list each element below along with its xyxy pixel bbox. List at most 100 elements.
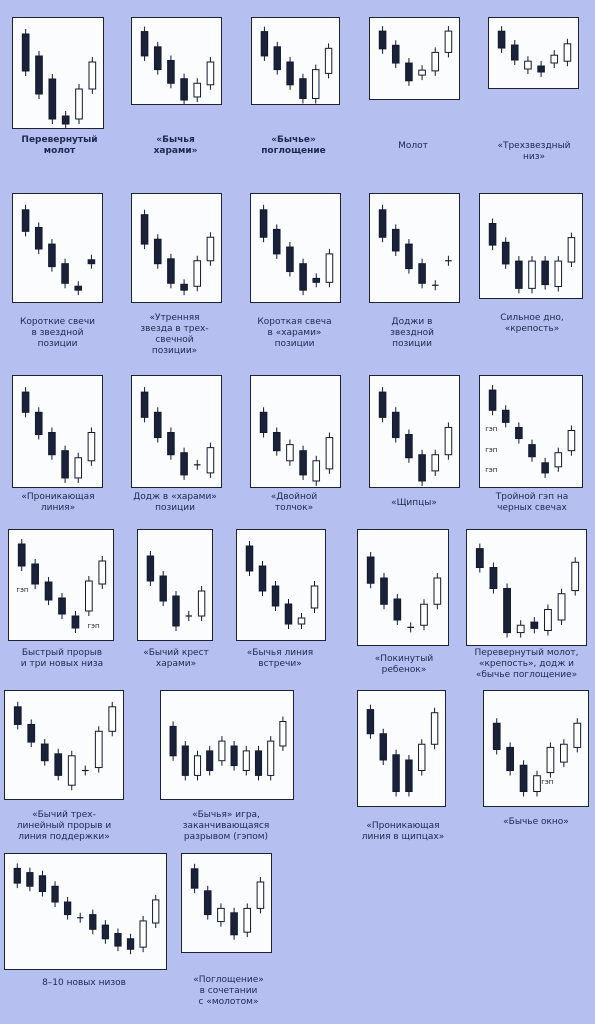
candle-4-bearish xyxy=(54,748,63,781)
candle-1-bearish xyxy=(260,26,269,61)
candle-2-bearish xyxy=(391,407,400,443)
pattern-label-hammer: Молот xyxy=(398,141,428,151)
candle-body xyxy=(488,223,497,246)
candle-5-bullish xyxy=(75,84,83,124)
candle-body xyxy=(515,426,523,440)
candle-3-bullish xyxy=(286,439,294,466)
candle-1-bearish xyxy=(146,551,155,586)
pattern-label-abandoned-baby: «Покинутый ребенок» xyxy=(374,654,434,675)
candle-body xyxy=(325,253,334,283)
candle-2-bearish xyxy=(203,885,212,920)
candle-6-bullish xyxy=(563,38,572,67)
candle-body xyxy=(153,46,162,71)
candle-5-bullish xyxy=(550,50,559,68)
candle-body xyxy=(391,411,400,439)
candle-body xyxy=(167,432,175,456)
candle-body xyxy=(193,755,202,776)
candle-body xyxy=(126,938,135,950)
candle-5-bullish xyxy=(312,64,320,104)
candle-body xyxy=(528,444,536,458)
candle-5-bullish xyxy=(193,78,202,102)
candle-body xyxy=(13,867,21,884)
candle-body xyxy=(87,432,96,462)
candle-6-bullish xyxy=(560,739,568,768)
pattern-label-morning-star-3: «Утренняя звезда в трех- свечной позиции… xyxy=(140,313,209,356)
candle-body xyxy=(21,33,30,72)
candle-body xyxy=(297,617,306,625)
candle-body xyxy=(94,730,103,769)
candle-body xyxy=(563,43,572,62)
pattern-label-engulfing-hammer: «Поглощение» в сочетании с «молотом» xyxy=(193,975,264,1007)
candle-body xyxy=(243,907,252,933)
candle-5-bearish xyxy=(71,611,80,633)
candle-body xyxy=(515,260,523,289)
pattern-chart-bullish-harami xyxy=(131,17,222,105)
pattern-chart-abandoned-baby xyxy=(357,529,449,646)
candle-4-bearish xyxy=(418,449,426,486)
candle-body xyxy=(391,228,400,252)
candle-5-bullish xyxy=(431,47,440,76)
candle-5-bullish xyxy=(197,586,206,621)
candle-body xyxy=(378,30,387,50)
candle-body xyxy=(433,577,442,605)
candles-svg xyxy=(21,29,97,128)
candle-2-bearish xyxy=(153,407,162,443)
candles-svg xyxy=(13,863,160,955)
candle-1-bearish xyxy=(475,543,484,573)
candle-body xyxy=(152,899,160,924)
candle-body xyxy=(380,577,388,605)
pattern-label-eight-ten-lows: 8–10 новых низов xyxy=(42,978,126,988)
candle-5-bullish xyxy=(420,599,428,631)
candle-body xyxy=(405,243,413,270)
candle-body xyxy=(85,580,93,612)
pattern-chart-double-push xyxy=(250,375,341,488)
candle-8-bullish xyxy=(571,557,580,596)
candle-6-doji xyxy=(81,765,89,776)
candle-body xyxy=(444,426,453,456)
candle-body xyxy=(230,912,238,936)
gap-label: гэп xyxy=(541,777,554,786)
candle-4-doji xyxy=(185,611,192,621)
candle-body xyxy=(299,263,307,291)
gap-label: гэп xyxy=(87,621,100,630)
candle-3-bearish xyxy=(167,253,175,289)
candle-body xyxy=(48,432,56,456)
candle-body xyxy=(475,548,484,568)
candle-body xyxy=(378,209,387,238)
candle-body xyxy=(206,61,215,86)
candle-2-bearish xyxy=(506,742,515,776)
candle-1-bearish xyxy=(21,29,30,76)
candle-2-bearish xyxy=(153,234,162,269)
candle-body xyxy=(273,46,281,71)
candles-svg xyxy=(17,539,107,633)
candle-4-bearish xyxy=(537,61,545,77)
candle-body xyxy=(245,545,254,572)
candle-body xyxy=(38,875,47,892)
pattern-label-bullish-game-gap: «Бычья» игра, заканчивающаяся разрывом (… xyxy=(182,810,270,842)
candle-body xyxy=(560,743,568,763)
pattern-chart-doji-harami xyxy=(131,375,222,488)
candle-4-bearish xyxy=(405,755,413,797)
candles-svg xyxy=(259,407,334,486)
candle-body xyxy=(366,556,375,584)
candle-3-bearish xyxy=(515,256,523,294)
candle-body xyxy=(63,901,72,916)
candle-3-bearish xyxy=(392,749,400,797)
candle-7-bullish xyxy=(242,745,250,776)
candle-3-bearish xyxy=(40,739,49,766)
candle-3-bearish xyxy=(48,74,57,124)
candle-4-bearish xyxy=(61,111,70,128)
candle-body xyxy=(431,454,440,472)
candle-body xyxy=(140,391,149,418)
candle-6-bullish xyxy=(325,432,334,474)
candle-body xyxy=(430,712,439,745)
candles-svg xyxy=(488,218,576,294)
candle-body xyxy=(89,914,97,930)
candle-4-bearish xyxy=(51,881,59,907)
candle-4-bearish xyxy=(61,258,69,289)
candle-body xyxy=(258,565,267,592)
candle-2-bearish xyxy=(272,224,281,259)
candle-body xyxy=(206,447,215,474)
candle-5-bearish xyxy=(541,256,549,290)
candle-1-bearish xyxy=(13,701,22,730)
